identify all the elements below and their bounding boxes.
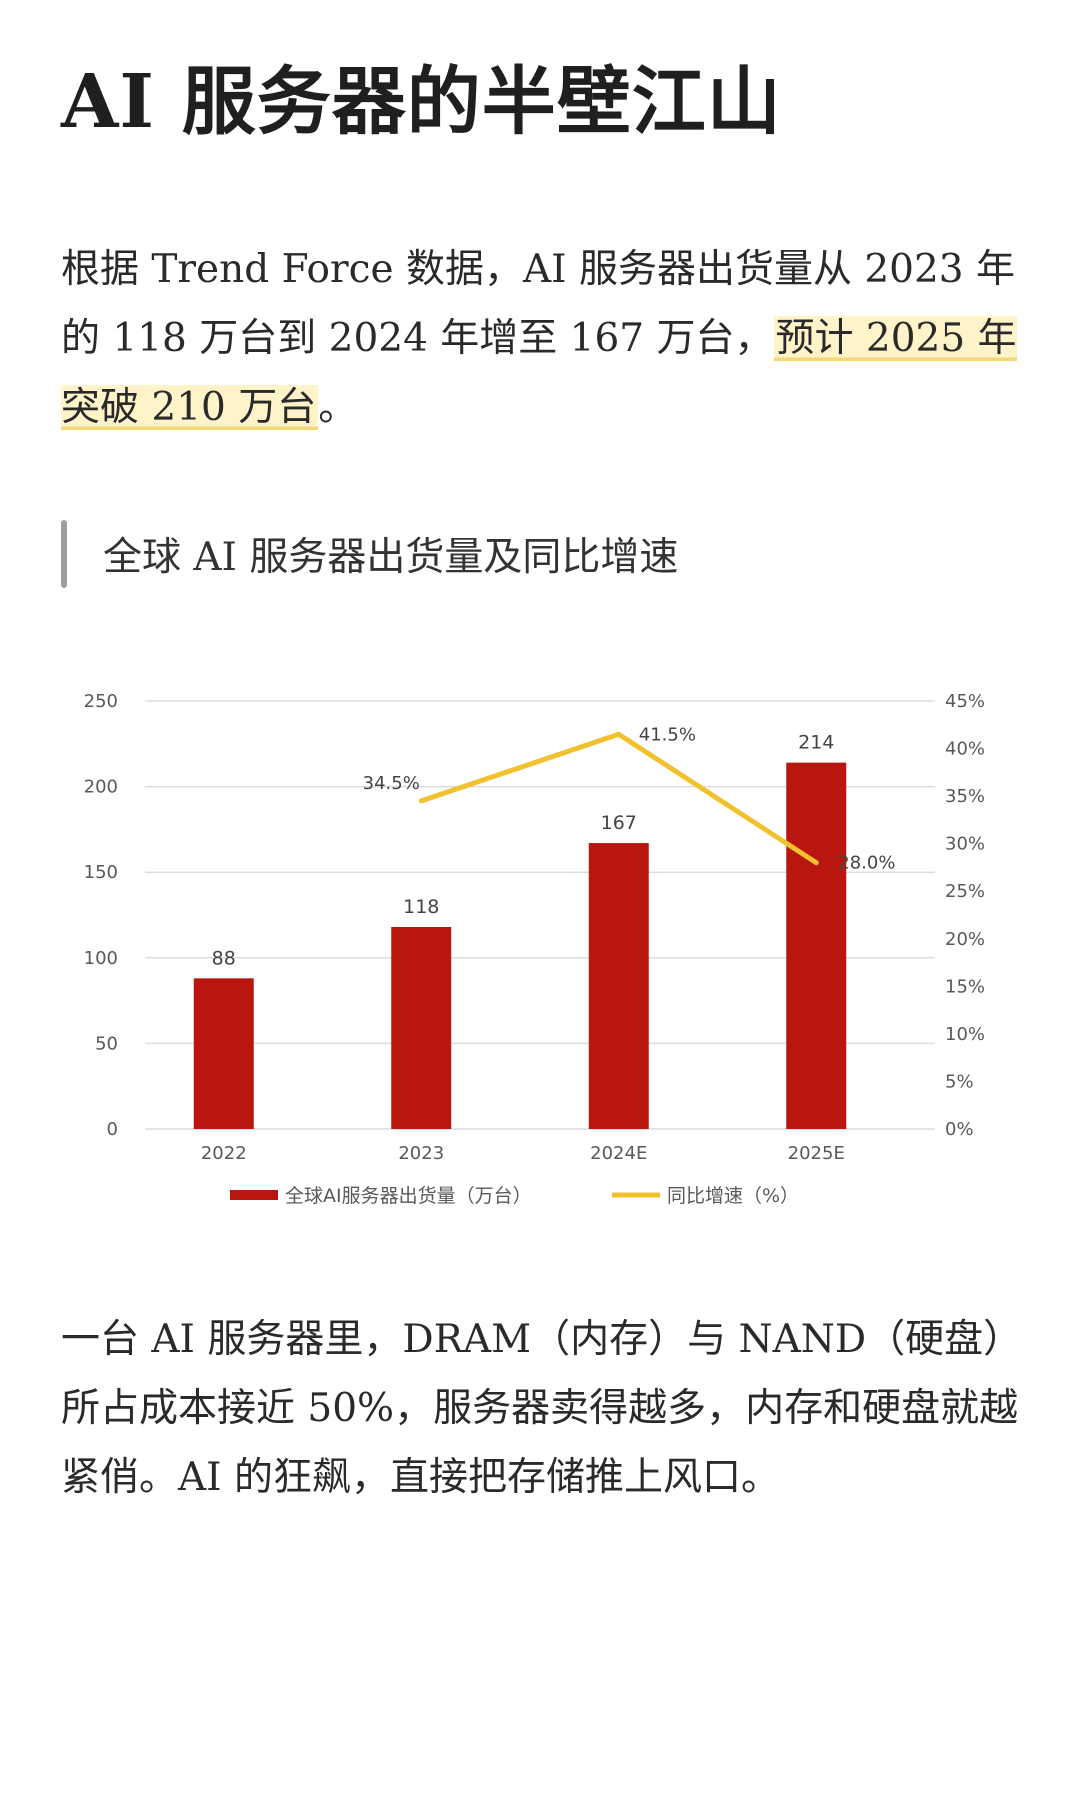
y-right-tick-label: 0%: [945, 1119, 974, 1140]
growth-value-label: 28.0%: [838, 853, 895, 874]
x-tick-label: 2024E: [590, 1143, 647, 1164]
bar-value-label: 88: [212, 947, 236, 969]
y-right-tick-label: 5%: [945, 1071, 974, 1092]
growth-value-label: 41.5%: [639, 724, 696, 745]
legend-label-bars: 全球AI服务器出货量（万台）: [285, 1185, 532, 1207]
analysis-paragraph: 一台 AI 服务器里，DRAM（内存）与 NAND（硬盘）所占成本接近 50%，…: [61, 1317, 1023, 1500]
y-left-tick-label: 0: [107, 1119, 118, 1140]
bar-value-label: 167: [601, 812, 637, 834]
intro-text-part2: 。: [318, 385, 358, 430]
legend-swatch-bars: [230, 1190, 278, 1200]
growth-point: [418, 798, 424, 804]
shipment-growth-chart: 88 118 167 214 34.5% 41.5% 28.0% 0 50 100 150 200 2…: [84, 691, 985, 1207]
y-right-tick-label: 35%: [945, 786, 985, 807]
y-left-tick-label: 50: [95, 1033, 118, 1054]
heading-accent-bar: [61, 520, 67, 588]
x-tick-label: 2025E: [788, 1143, 845, 1164]
y-left-tick-label: 250: [84, 691, 118, 712]
growth-point: [616, 731, 622, 737]
section-heading-text: 全球 AI 服务器出货量及同比增速: [103, 535, 679, 580]
bar-value-label: 214: [798, 732, 834, 754]
y-right-tick-label: 15%: [945, 976, 985, 997]
x-tick-label: 2022: [201, 1143, 247, 1164]
y-left-tick-label: 100: [84, 948, 118, 969]
chart-section-heading: 全球 AI 服务器出货量及同比增速: [61, 520, 678, 588]
bar-value-label: 118: [403, 896, 439, 918]
intro-text-part1: 根据 Trend Force 数据，AI 服务器出货量从 2023 年的 118…: [61, 247, 1015, 361]
x-tick-label: 2023: [398, 1143, 444, 1164]
y-right-tick-label: 25%: [945, 881, 985, 902]
y-right-tick-label: 10%: [945, 1024, 985, 1045]
y-right-tick-label: 40%: [945, 739, 985, 760]
growth-value-label: 34.5%: [363, 773, 420, 794]
y-left-tick-label: 150: [84, 862, 118, 883]
bar: [193, 978, 254, 1129]
y-right-tick-label: 45%: [945, 691, 985, 712]
bar: [391, 926, 452, 1129]
y-right-tick-label: 20%: [945, 929, 985, 950]
bar: [786, 762, 847, 1129]
y-left-tick-label: 200: [84, 777, 118, 798]
legend-label-line: 同比增速（%）: [667, 1185, 799, 1207]
bar: [588, 843, 649, 1129]
intro-paragraph: 根据 Trend Force 数据，AI 服务器出货量从 2023 年的 118…: [61, 235, 1031, 442]
growth-point: [813, 860, 819, 866]
y-right-tick-label: 30%: [945, 834, 985, 855]
article-title: AI 服务器的半壁江山: [61, 59, 782, 145]
